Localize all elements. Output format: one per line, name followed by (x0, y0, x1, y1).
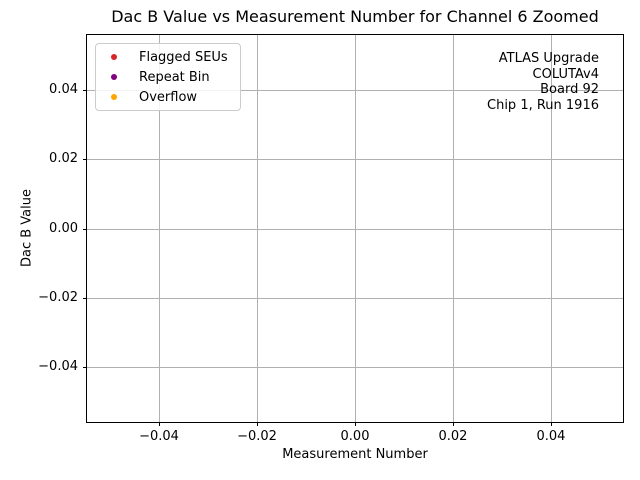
x-tick-mark (550, 422, 552, 426)
x-tick-mark (452, 422, 454, 426)
y-tick-mark (83, 90, 87, 92)
legend-item-repeat-bin: Repeat Bin (96, 67, 240, 87)
legend-label: Repeat Bin (139, 69, 210, 85)
chart-title: Dac B Value vs Measurement Number for Ch… (111, 7, 599, 26)
annotation-line: Board 92 (540, 82, 599, 97)
x-tick-mark (355, 422, 356, 426)
y-tick-mark (83, 366, 87, 368)
x-tick-label: 0.00 (340, 429, 370, 444)
y-tick-mark (83, 159, 87, 161)
y-tick-mark (83, 228, 87, 230)
x-tick-label: 0.04 (536, 429, 566, 444)
legend-item-overflow: Overflow (96, 87, 240, 107)
legend-item-flagged-seus: Flagged SEUs (96, 47, 240, 67)
legend-box: Flagged SEUs Repeat Bin Overflow (95, 43, 241, 111)
y-tick-label: 0.02 (49, 151, 78, 167)
annotation-line: COLUTAv4 (532, 66, 599, 82)
y-gridline (87, 228, 623, 230)
x-tick-label: −0.04 (139, 429, 179, 444)
x-axis-label: Measurement Number (282, 447, 428, 462)
legend-label: Overflow (139, 89, 198, 105)
x-tick-mark (159, 422, 161, 426)
scatter-marker-icon (111, 94, 117, 100)
y-tick-label: −0.04 (38, 358, 78, 374)
annotation-line: Chip 1, Run 1916 (487, 97, 599, 113)
plot-grid-layer: −0.04 −0.02 0.00 0.02 0.04 −0.04 −0.02 0.00 0.02… (38, 35, 623, 444)
y-gridline (87, 90, 623, 92)
y-tick-label: 0.04 (49, 82, 78, 98)
y-axis-label: Dac B Value (19, 188, 35, 268)
x-tick-mark (257, 422, 258, 426)
y-gridline (87, 297, 623, 299)
y-tick-label: 0.00 (49, 220, 78, 236)
y-tick-label: −0.02 (38, 289, 78, 305)
annotation-line: ATLAS Upgrade (498, 51, 599, 66)
legend-label: Flagged SEUs (139, 49, 228, 65)
scatter-marker-icon (111, 54, 117, 60)
x-tick-label: −0.02 (237, 429, 277, 444)
annotation-block: ATLAS Upgrade COLUTAv4 Board 92 Chip 1, … (487, 51, 599, 113)
y-gridline (87, 366, 623, 368)
x-tick-label: 0.02 (438, 429, 468, 444)
scatter-marker-icon (111, 74, 117, 80)
y-gridline (87, 159, 623, 161)
y-tick-mark (83, 297, 87, 299)
